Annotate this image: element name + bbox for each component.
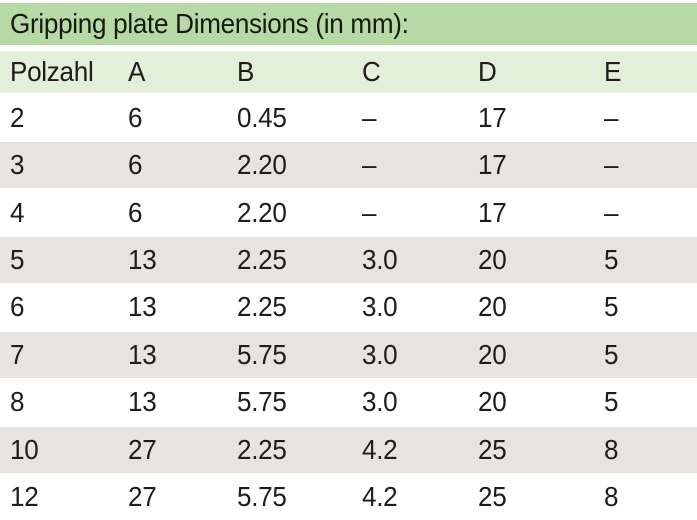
table-cell: 3.0 xyxy=(362,386,398,418)
table-cell: – xyxy=(362,101,377,133)
table-row: 10 27 2.25 4.2 25 8 xyxy=(0,425,697,473)
table-cell: 20 xyxy=(478,386,507,418)
page-title: Gripping plate Dimensions (in mm): xyxy=(10,8,409,39)
table-cell: – xyxy=(362,196,377,228)
table-title-bar: Gripping plate Dimensions (in mm): xyxy=(0,3,697,45)
table-cell: 20 xyxy=(478,338,507,370)
table-cell: 2.25 xyxy=(237,291,287,323)
table-cell: 2.20 xyxy=(237,196,287,228)
column-header-a: A xyxy=(128,56,146,87)
table-cell: 2.20 xyxy=(237,149,287,181)
table-cell: 5 xyxy=(604,291,619,323)
table-cell: 2 xyxy=(10,101,25,133)
table-cell: 7 xyxy=(10,338,25,370)
table-cell: 8 xyxy=(10,386,25,418)
table-row: 7 13 5.75 3.0 20 5 xyxy=(0,330,697,378)
column-header-d: D xyxy=(478,56,497,87)
table-cell: 17 xyxy=(478,149,507,181)
table-cell: 2.25 xyxy=(237,244,287,276)
table-header-row: Polzahl A B C D E xyxy=(0,51,697,93)
table-cell: 25 xyxy=(478,433,507,465)
table-cell: 13 xyxy=(128,338,157,370)
column-header-polzahl: Polzahl xyxy=(10,56,94,87)
column-header-e: E xyxy=(604,56,622,87)
table-row: 5 13 2.25 3.0 20 5 xyxy=(0,235,697,283)
table-cell: 8 xyxy=(604,433,619,465)
table-cell: 17 xyxy=(478,101,507,133)
column-header-c: C xyxy=(362,56,381,87)
table-cell: 12 xyxy=(10,481,39,513)
table-row: 2 6 0.45 – 17 – xyxy=(0,93,697,141)
table-cell: 6 xyxy=(128,101,143,133)
table-cell: 3 xyxy=(10,149,25,181)
table-row: 3 6 2.20 – 17 – xyxy=(0,140,697,188)
table-cell: 4.2 xyxy=(362,433,398,465)
table-cell: 3.0 xyxy=(362,244,398,276)
table-cell: 5 xyxy=(10,244,25,276)
table-cell: 5.75 xyxy=(237,481,287,513)
table-cell: 4.2 xyxy=(362,481,398,513)
table-row: 4 6 2.20 – 17 – xyxy=(0,187,697,236)
table-cell: – xyxy=(362,149,377,181)
table-cell: 13 xyxy=(128,244,157,276)
table-cell: 5 xyxy=(604,386,619,418)
table-row: 12 27 5.75 4.2 25 8 xyxy=(0,472,697,520)
table-cell: 10 xyxy=(10,433,39,465)
table-cell: 13 xyxy=(128,291,157,323)
table-row: 8 13 5.75 3.0 20 5 xyxy=(0,377,697,426)
table-cell: 4 xyxy=(10,196,25,228)
table-cell: 3.0 xyxy=(362,291,398,323)
table-cell: – xyxy=(604,149,619,181)
table-cell: – xyxy=(604,196,619,228)
table-cell: 27 xyxy=(128,481,157,513)
table-cell: – xyxy=(604,101,619,133)
table-cell: 27 xyxy=(128,433,157,465)
table-cell: 6 xyxy=(128,196,143,228)
table-cell: 8 xyxy=(604,481,619,513)
table-cell: 2.25 xyxy=(237,433,287,465)
table-cell: 5.75 xyxy=(237,338,287,370)
table-cell: 0.45 xyxy=(237,101,287,133)
table-cell: 13 xyxy=(128,386,157,418)
table-cell: 20 xyxy=(478,244,507,276)
table-cell: 6 xyxy=(128,149,143,181)
column-header-b: B xyxy=(237,56,255,87)
table-cell: 17 xyxy=(478,196,507,228)
table-cell: 6 xyxy=(10,291,25,323)
table-cell: 20 xyxy=(478,291,507,323)
table-cell: 25 xyxy=(478,481,507,513)
table-row: 6 13 2.25 3.0 20 5 xyxy=(0,282,697,331)
table-cell: 3.0 xyxy=(362,338,398,370)
table-cell: 5 xyxy=(604,338,619,370)
table-cell: 5 xyxy=(604,244,619,276)
table-cell: 5.75 xyxy=(237,386,287,418)
